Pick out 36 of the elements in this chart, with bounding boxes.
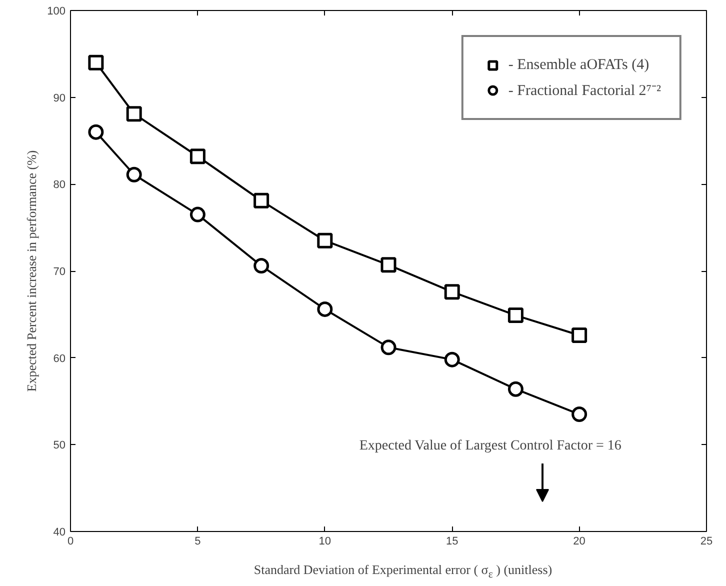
point: [126, 166, 142, 182]
point: [572, 328, 588, 344]
x-tick-label: 25: [700, 536, 713, 548]
y-tick-label: 80: [53, 179, 66, 192]
x-axis-title: Standard Deviation of Experimental error ( σ$_{ε}$ ) (unitless): [254, 561, 552, 583]
legend-label: - Ensemble aOFATs (4): [508, 56, 650, 74]
y-tick-label: 90: [53, 92, 66, 104]
x-tick-label: 15: [446, 536, 458, 548]
x-tick-label: 0: [67, 536, 74, 548]
y-tick-label: 40: [53, 526, 66, 538]
point: [380, 340, 396, 356]
point: [317, 301, 333, 317]
y-tick-label: 70: [53, 266, 66, 278]
point: [254, 192, 270, 208]
point: [88, 124, 104, 140]
point: [444, 352, 460, 368]
y-tick-label: 100: [47, 6, 66, 18]
point: [88, 54, 104, 70]
legend-label: - Fractional Factorial 2⁷⁻²: [508, 82, 661, 100]
y-axis-title: Expected Percent increase in performance (%): [24, 150, 40, 392]
point: [190, 148, 206, 164]
point: [190, 206, 206, 222]
point: [508, 308, 524, 324]
y-tick-label: 60: [53, 352, 66, 365]
point: [254, 258, 270, 274]
x-tick-label: 5: [194, 536, 201, 548]
point: [572, 406, 588, 422]
annotation: Expected Value of Largest Control Factor = 16: [359, 438, 622, 454]
point: [126, 106, 142, 122]
point: [444, 284, 460, 300]
x-tick-label: 20: [573, 536, 586, 548]
x-tick-label: 10: [318, 536, 332, 548]
point: [508, 381, 524, 397]
y-tick-label: 50: [53, 440, 66, 452]
point: [380, 257, 396, 273]
point: [317, 232, 333, 248]
